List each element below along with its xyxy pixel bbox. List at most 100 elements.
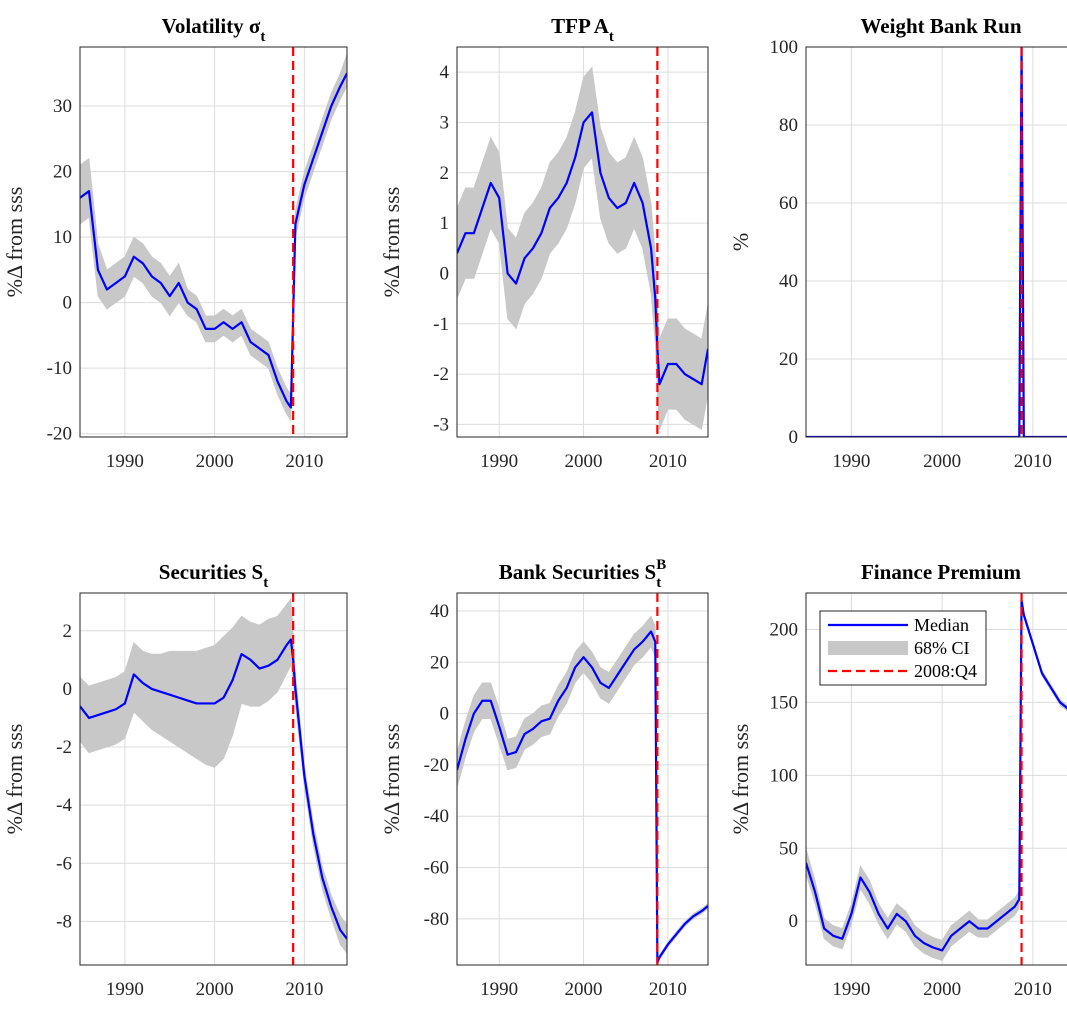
axes-box: [456, 46, 709, 438]
panel: 0 50 100 150 200 1990 2000 2010 Finance Premium%…: [728, 560, 1067, 1000]
chart-title: Weight Bank Run: [860, 14, 1021, 38]
y-tick-label: 40: [430, 601, 449, 622]
y-tick-label: 20: [430, 652, 449, 673]
y-tick-label: -40: [424, 806, 449, 827]
y-axis-label: %Δ from sss: [2, 187, 27, 298]
legend: Median 68% CI 2008:Q4: [819, 610, 987, 686]
median-line: [80, 72, 347, 409]
y-tick-label: -8: [56, 911, 72, 932]
chart-title: Finance Premium: [861, 560, 1022, 584]
panel: -20 -10 0 10 20 30 1990 2000 2010 Volatility σt %Δ…: [2, 14, 348, 472]
legend-label: Median: [914, 615, 969, 635]
ci-band: [259, 618, 269, 707]
y-tick-label: 50: [779, 838, 798, 859]
y-tick-label: 2: [440, 163, 450, 184]
y-tick-label: 4: [440, 62, 450, 83]
plot-content: [457, 593, 708, 965]
axes-box: [79, 46, 348, 438]
chart-title: Bank Securities SB t: [499, 557, 667, 591]
x-tick-label: 2010: [649, 451, 687, 472]
y-tick-label: -60: [424, 858, 449, 879]
x-tick-label: 1990: [106, 451, 144, 472]
title-text: Volatility σ: [162, 14, 261, 38]
ci-band: [339, 53, 347, 100]
x-tick-label: 1990: [832, 451, 870, 472]
x-tick-label: 1990: [480, 979, 518, 1000]
axes-box: [805, 46, 1067, 438]
title-text: Finance Premium: [861, 560, 1022, 584]
ci-band: [142, 650, 153, 731]
y-tick-label: -2: [433, 364, 449, 385]
y-tick-label: 0: [440, 704, 450, 725]
legend-swatch: [828, 641, 908, 655]
ci-band: [187, 650, 197, 760]
y-tick-label: 30: [53, 96, 72, 117]
plot-content: [457, 47, 708, 437]
y-axis-label: %Δ from sss: [728, 724, 753, 835]
y-tick-label: 100: [770, 765, 799, 786]
y-tick-label: 0: [789, 911, 799, 932]
x-tick-label: 2000: [923, 979, 961, 1000]
chart-title: Volatility σt: [162, 14, 266, 45]
y-tick-label: 1: [440, 213, 450, 234]
y-tick-label: 3: [440, 112, 450, 133]
y-tick-label: -1: [433, 314, 449, 335]
plot-content: [806, 593, 1067, 965]
y-tick-label: -3: [433, 414, 449, 435]
x-tick-label: 2010: [1014, 451, 1052, 472]
y-tick-label: 60: [779, 193, 798, 214]
y-tick-label: -20: [47, 424, 72, 445]
y-tick-label: 20: [53, 162, 72, 183]
x-tick-label: 2010: [285, 451, 323, 472]
axes-box: [79, 592, 348, 966]
title-subscript: t: [609, 29, 614, 45]
y-tick-label: -80: [424, 909, 449, 930]
chart-title: Securities St: [159, 560, 268, 591]
y-tick-label: 20: [779, 349, 798, 370]
median-line: [806, 599, 1067, 952]
legend-label: 68% CI: [914, 638, 970, 658]
ci-band: [286, 597, 292, 675]
y-tick-label: 200: [770, 619, 799, 640]
ci-band: [151, 653, 162, 736]
axes-box: [456, 592, 709, 966]
y-tick-label: -4: [56, 795, 72, 816]
x-tick-label: 1990: [106, 979, 144, 1000]
panel: 0 20 40 60 80 100 1990 2000 2010 Weight Bank Run%: [728, 14, 1067, 472]
x-tick-label: 2010: [285, 979, 323, 1000]
y-tick-label: -10: [47, 358, 72, 379]
x-tick-label: 2000: [565, 979, 603, 1000]
ci-band: [160, 650, 171, 742]
y-tick-label: -2: [56, 737, 72, 758]
y-tick-label: 100: [770, 37, 799, 58]
ci-band: [196, 647, 206, 766]
y-tick-label: 40: [779, 271, 798, 292]
x-tick-label: 2000: [196, 451, 234, 472]
x-tick-label: 1990: [480, 451, 518, 472]
ci-band: [205, 644, 215, 768]
title-subscript: t: [263, 575, 268, 591]
plot-content: [80, 593, 347, 965]
ci-band: [268, 615, 278, 702]
x-tick-label: 2000: [196, 979, 234, 1000]
title-superscript: B: [656, 557, 666, 573]
panel: -3 -2 -1 0 1 2 3 4 1990 2000 2010 TFP At %Δ from sss: [379, 14, 709, 472]
title-subscript: t: [260, 29, 265, 45]
legend-label: 2008:Q4: [914, 661, 977, 681]
y-tick-label: 80: [779, 115, 798, 136]
y-tick-label: 10: [53, 227, 72, 248]
ci-band: [169, 650, 180, 748]
y-tick-label: 0: [63, 679, 73, 700]
y-tick-label: 0: [440, 263, 450, 284]
median-line: [457, 630, 708, 964]
y-axis-label: %Δ from sss: [379, 187, 404, 298]
panel: -80 -60 -40 -20 0 20 40 1990 2000 2010 Bank Securi…: [379, 557, 709, 1000]
plot-content: [806, 47, 1067, 437]
median-line: [457, 111, 708, 386]
chart-title: TFP At: [551, 14, 614, 45]
x-tick-label: 2000: [923, 451, 961, 472]
y-tick-label: 0: [63, 293, 73, 314]
y-tick-label: 2: [63, 621, 73, 642]
